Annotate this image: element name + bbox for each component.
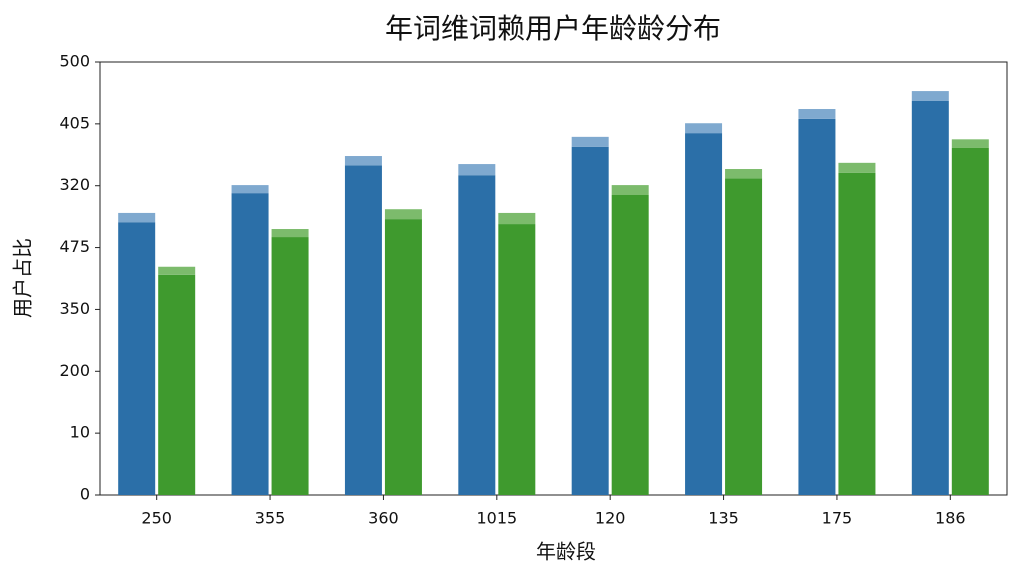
bar <box>611 194 649 495</box>
bar <box>118 212 156 223</box>
bar <box>911 100 949 495</box>
x-axis-label: 年龄段 <box>536 540 596 564</box>
bar <box>458 164 496 176</box>
bar <box>685 133 723 495</box>
plot-frame <box>99 61 1008 496</box>
x-tick-label: 250 <box>141 509 172 528</box>
bar <box>271 237 309 495</box>
x-tick-label: 360 <box>368 509 399 528</box>
y-tick-label: 10 <box>70 423 90 442</box>
y-tick-label: 350 <box>59 299 90 318</box>
x-tick-label: 186 <box>935 509 966 528</box>
bar <box>231 193 269 495</box>
y-tick-label: 0 <box>80 485 90 504</box>
bar <box>458 175 496 495</box>
bar <box>158 266 196 275</box>
y-tick-label: 320 <box>59 175 90 194</box>
bar <box>838 162 876 173</box>
bar <box>611 185 649 195</box>
bar <box>838 172 876 495</box>
bar <box>344 156 382 166</box>
bar <box>951 139 989 148</box>
bar <box>911 91 949 101</box>
bar <box>498 224 536 495</box>
x-tick-label: 175 <box>822 509 853 528</box>
x-tick-label: 120 <box>595 509 626 528</box>
x-tick-label: 355 <box>255 509 286 528</box>
y-tick-label: 500 <box>59 52 90 71</box>
bar <box>951 147 989 495</box>
bar <box>271 229 309 238</box>
y-tick-label: 405 <box>59 113 90 132</box>
chart-title: 年词维词赖用户年龄龄分布 <box>385 12 721 45</box>
bar <box>118 222 156 495</box>
y-tick-label: 475 <box>59 237 90 256</box>
bar <box>384 219 422 496</box>
bar <box>344 165 382 495</box>
bar <box>798 109 836 119</box>
bar <box>498 212 536 225</box>
y-axis-label: 用户占比 <box>11 238 35 318</box>
bar <box>571 146 609 495</box>
bar <box>384 209 422 220</box>
x-tick-label: 1015 <box>476 509 517 528</box>
x-tick-label: 135 <box>708 509 739 528</box>
bar <box>725 169 763 179</box>
bar <box>798 118 836 495</box>
y-tick-label: 200 <box>59 361 90 380</box>
bar <box>685 123 723 134</box>
bar <box>725 178 763 495</box>
bar <box>571 136 609 147</box>
bar <box>158 274 196 495</box>
bar <box>231 185 269 194</box>
